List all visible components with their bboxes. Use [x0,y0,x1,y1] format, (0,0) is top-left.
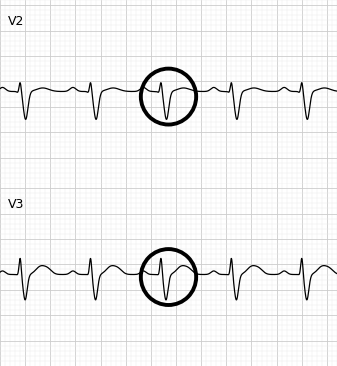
Text: V2: V2 [7,15,24,28]
Text: V3: V3 [7,198,24,211]
